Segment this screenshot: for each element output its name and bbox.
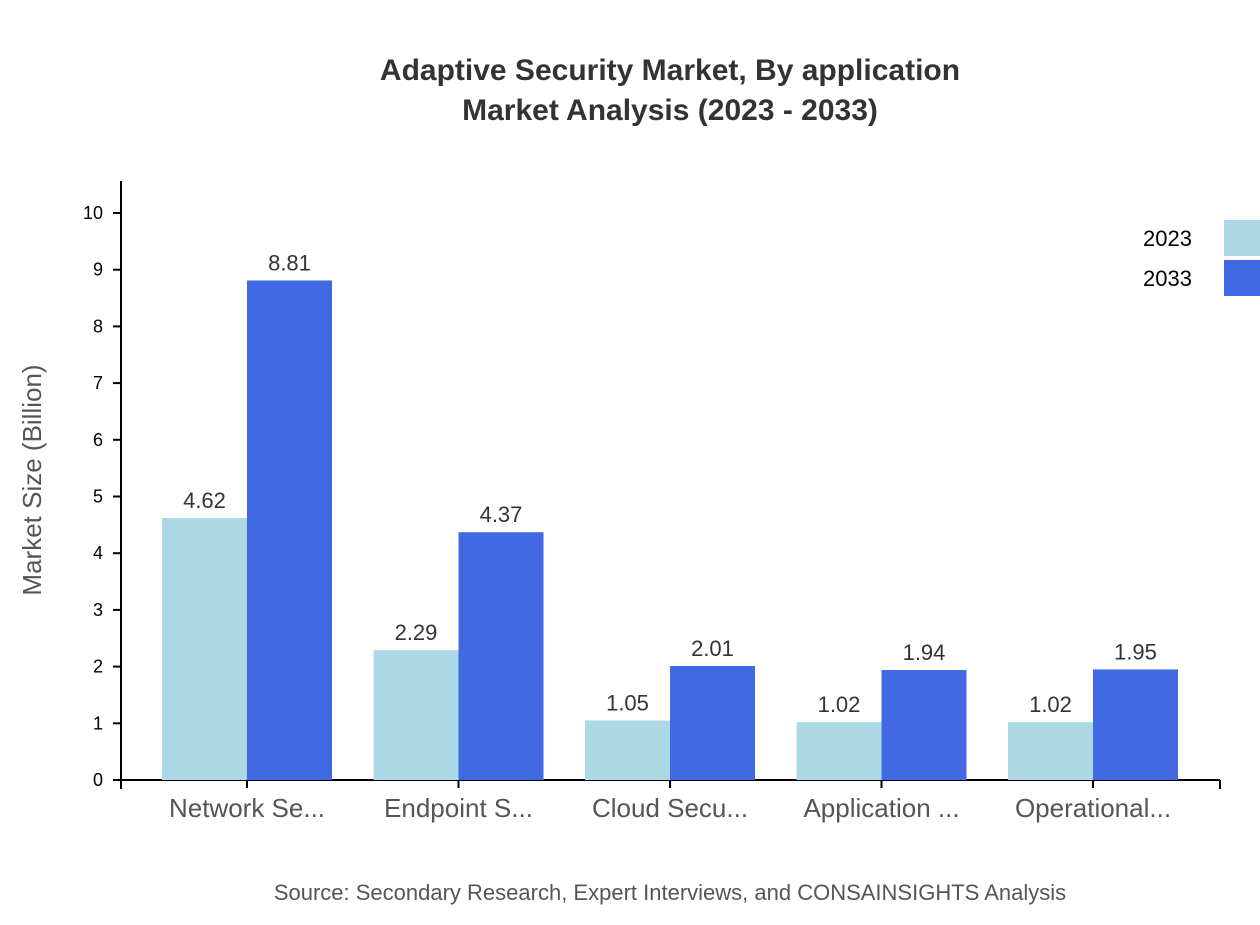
bar-2033 — [247, 280, 332, 780]
x-tick-label: Operational... — [1015, 793, 1171, 823]
chart-title: Adaptive Security Market, By application — [380, 54, 960, 87]
x-tick-label: Cloud Secu... — [592, 793, 748, 823]
y-tick-label: 0 — [93, 770, 103, 790]
x-tick-label: Network Se... — [169, 793, 325, 823]
y-tick-label: 9 — [93, 260, 103, 280]
y-axis: 0 1 2 3 4 5 6 7 8 9 10 — [83, 181, 122, 790]
x-tick-label: Application ... — [803, 793, 959, 823]
legend: 2023 2033 — [1143, 220, 1260, 296]
bar-2023 — [1008, 722, 1093, 780]
bar-2033 — [1093, 669, 1178, 780]
y-tick-label: 10 — [83, 203, 103, 223]
x-axis: Network Se... Endpoint S... Cloud Secu... A… — [120, 779, 1221, 823]
data-label: 1.95 — [1114, 639, 1157, 664]
y-tick-label: 5 — [93, 487, 103, 507]
legend-label: 2023 — [1143, 226, 1192, 251]
bar-2023 — [585, 720, 670, 780]
legend-swatch-2023 — [1224, 220, 1260, 256]
bars: 4.62 8.81 2.29 4.37 1.05 2.01 1.02 1.94 1.02 1.95 — [162, 250, 1178, 780]
chart-subtitle: Market Analysis (2023 - 2033) — [462, 94, 878, 127]
data-label: 2.29 — [395, 620, 438, 645]
y-tick-label: 3 — [93, 600, 103, 620]
y-tick-label: 8 — [93, 316, 103, 336]
data-label: 1.94 — [903, 640, 946, 665]
bar-2023 — [162, 518, 247, 780]
y-axis-label: Market Size (Billion) — [17, 364, 47, 595]
data-label: 8.81 — [268, 250, 311, 275]
data-label: 1.02 — [1029, 692, 1072, 717]
bar-2023 — [796, 722, 882, 780]
legend-swatch-2033 — [1224, 260, 1260, 296]
legend-label: 2033 — [1143, 266, 1192, 291]
y-tick-label: 7 — [93, 373, 103, 393]
data-label: 1.02 — [818, 692, 861, 717]
bar-2023 — [373, 650, 459, 780]
bar-2033 — [881, 670, 967, 780]
x-tick-label: Endpoint S... — [384, 793, 533, 823]
bar-2033 — [670, 666, 755, 780]
data-label: 2.01 — [691, 636, 734, 661]
data-label: 1.05 — [606, 690, 649, 715]
source-note: Source: Secondary Research, Expert Inter… — [274, 880, 1066, 905]
y-tick-label: 6 — [93, 430, 103, 450]
data-label: 4.62 — [183, 488, 226, 513]
y-tick-label: 1 — [93, 713, 103, 733]
data-label: 4.37 — [480, 502, 523, 527]
y-tick-label: 4 — [93, 543, 103, 563]
bar-2033 — [458, 532, 544, 780]
y-tick-label: 2 — [93, 657, 103, 677]
